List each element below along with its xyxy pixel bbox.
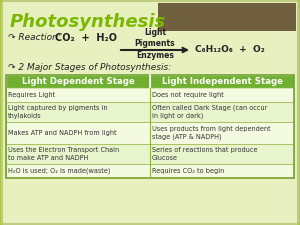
Bar bbox=[6, 75, 294, 178]
Text: Light captured by pigments in
thylakoids: Light captured by pigments in thylakoids bbox=[8, 105, 107, 119]
Text: Often called Dark Stage (can occur
in light or dark): Often called Dark Stage (can occur in li… bbox=[152, 105, 267, 119]
Text: CO₂  +  H₂O: CO₂ + H₂O bbox=[55, 33, 117, 43]
Bar bbox=[6, 122, 150, 144]
Text: Makes ATP and NADPH from light: Makes ATP and NADPH from light bbox=[8, 130, 117, 136]
Text: Enzymes: Enzymes bbox=[136, 52, 174, 61]
Text: Requires Light: Requires Light bbox=[8, 92, 55, 98]
Bar bbox=[6, 88, 150, 102]
Text: C₆H₁₂O₆  +  O₂: C₆H₁₂O₆ + O₂ bbox=[195, 45, 265, 54]
Text: Light Independent Stage: Light Independent Stage bbox=[161, 77, 283, 86]
Bar bbox=[150, 164, 294, 178]
Text: H₂O is used; O₂ is made(waste): H₂O is used; O₂ is made(waste) bbox=[8, 168, 110, 174]
Text: Light Dependent Stage: Light Dependent Stage bbox=[22, 77, 134, 86]
Bar bbox=[150, 122, 294, 144]
Bar bbox=[6, 164, 150, 178]
Text: Light
Pigments: Light Pigments bbox=[135, 28, 175, 48]
Text: ↷ 2 Major Stages of Photosynthesis:: ↷ 2 Major Stages of Photosynthesis: bbox=[8, 63, 171, 72]
Bar bbox=[150, 144, 294, 164]
Bar bbox=[150, 75, 294, 88]
Text: Requires CO₂ to begin: Requires CO₂ to begin bbox=[152, 168, 224, 174]
Bar bbox=[6, 75, 150, 88]
Bar bbox=[158, 3, 296, 31]
Text: Uses the Electron Transport Chain
to make ATP and NADPH: Uses the Electron Transport Chain to mak… bbox=[8, 147, 119, 161]
Text: Series of reactions that produce
Glucose: Series of reactions that produce Glucose bbox=[152, 147, 257, 161]
Bar bbox=[150, 102, 294, 122]
Bar bbox=[6, 144, 150, 164]
Text: ↷ Reaction:: ↷ Reaction: bbox=[8, 34, 61, 43]
Text: Uses products from light dependent
stage (ATP & NADPH): Uses products from light dependent stage… bbox=[152, 126, 271, 140]
FancyBboxPatch shape bbox=[2, 1, 298, 224]
Text: Does not require light: Does not require light bbox=[152, 92, 224, 98]
Bar bbox=[150, 88, 294, 102]
Text: Photosynthesis: Photosynthesis bbox=[10, 13, 166, 31]
Bar bbox=[6, 102, 150, 122]
